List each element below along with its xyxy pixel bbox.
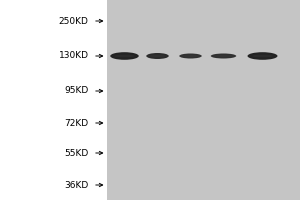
Ellipse shape	[179, 53, 202, 58]
Bar	[106, 0, 300, 200]
Ellipse shape	[248, 52, 278, 60]
Ellipse shape	[211, 53, 236, 58]
Text: 95KD: 95KD	[64, 86, 88, 95]
Ellipse shape	[146, 53, 169, 59]
Ellipse shape	[115, 55, 134, 57]
Text: 36KD: 36KD	[64, 180, 88, 190]
Ellipse shape	[110, 52, 139, 60]
Text: 72KD: 72KD	[64, 118, 88, 128]
Ellipse shape	[252, 55, 273, 57]
Ellipse shape	[150, 55, 165, 57]
Ellipse shape	[214, 55, 232, 57]
Ellipse shape	[183, 55, 198, 57]
Text: 55KD: 55KD	[64, 148, 88, 158]
Text: 250KD: 250KD	[58, 17, 88, 25]
Text: 130KD: 130KD	[58, 51, 88, 60]
